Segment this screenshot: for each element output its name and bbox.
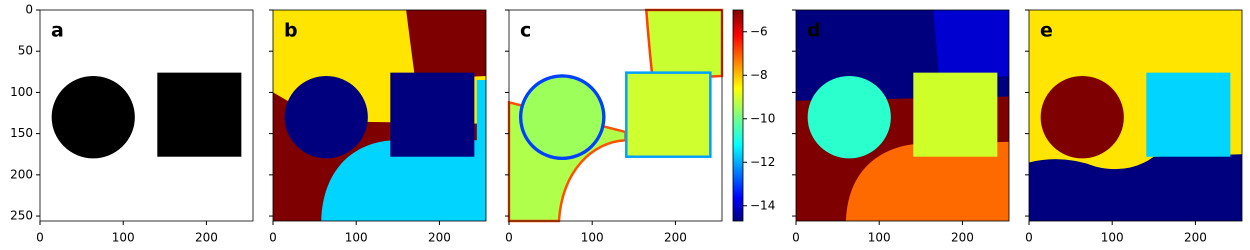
- panel-label: d: [807, 20, 821, 42]
- region: [1146, 72, 1231, 157]
- x-tick-label: 100: [1101, 231, 1124, 245]
- region: [807, 75, 891, 159]
- axes-frame: [39, 9, 254, 222]
- region: [845, 141, 1009, 221]
- x-tick-label: 100: [581, 231, 604, 245]
- x-tick-label: 200: [1184, 231, 1207, 245]
- region: [518, 74, 606, 161]
- image-panel: [1029, 10, 1242, 221]
- region: [933, 10, 1009, 78]
- x-tick-label: 200: [428, 231, 451, 245]
- image-panel: [507, 8, 724, 223]
- y-tick-label: 0: [25, 3, 33, 17]
- panel-label: c: [520, 20, 531, 42]
- region: [913, 72, 998, 157]
- x-tick-label: 200: [951, 231, 974, 245]
- x-tick-label: 200: [195, 231, 218, 245]
- image-panel: [273, 10, 486, 221]
- x-tick-label: 0: [505, 231, 513, 245]
- image-panel: [796, 10, 1009, 221]
- axes-frame: [508, 9, 723, 222]
- x-tick-label: 0: [36, 231, 44, 245]
- y-tick-label: 100: [10, 85, 33, 99]
- x-tick-label: 0: [269, 231, 277, 245]
- region: [51, 75, 135, 159]
- axes-frame: [1028, 9, 1243, 222]
- colorbar-tick-label: −6: [750, 24, 768, 38]
- panel-label: b: [284, 20, 298, 42]
- axes-frame: [795, 9, 1010, 222]
- region: [157, 72, 242, 157]
- x-tick-label: 0: [792, 231, 800, 245]
- x-tick-label: 100: [112, 231, 135, 245]
- colorbar: [732, 9, 744, 222]
- region: [1040, 75, 1124, 159]
- region: [625, 71, 712, 158]
- panel-label: e: [1040, 20, 1053, 42]
- y-tick-label: 250: [10, 209, 33, 223]
- x-tick-label: 200: [664, 231, 687, 245]
- panel-label: a: [51, 20, 64, 42]
- x-tick-label: 0: [1025, 231, 1033, 245]
- colorbar-tick-label: −14: [750, 198, 775, 212]
- y-tick-label: 150: [10, 126, 33, 140]
- colorbar-tick-label: −10: [750, 111, 775, 125]
- region: [390, 72, 475, 157]
- axes-frame: [272, 9, 487, 222]
- x-tick-label: 100: [868, 231, 891, 245]
- region: [284, 75, 368, 159]
- region: [406, 10, 486, 78]
- y-tick-label: 200: [10, 167, 33, 181]
- colorbar-tick-label: −12: [750, 155, 775, 169]
- y-tick-label: 50: [18, 44, 33, 58]
- region: [1029, 154, 1242, 221]
- x-tick-label: 100: [345, 231, 368, 245]
- colorbar-tick-label: −8: [750, 68, 768, 82]
- image-panel: [40, 10, 253, 221]
- region: [644, 8, 724, 79]
